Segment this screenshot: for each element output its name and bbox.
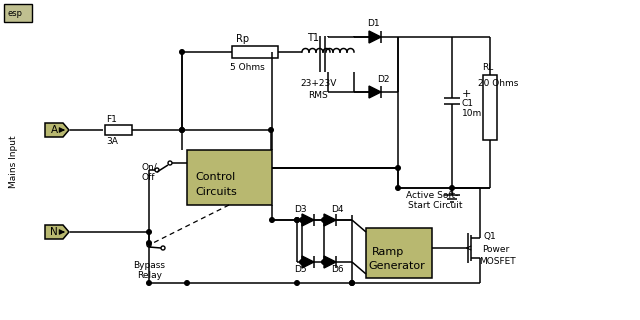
Text: Active Soft-: Active Soft- [406,190,458,199]
Polygon shape [369,86,381,98]
Circle shape [396,166,400,170]
Bar [187,150,272,205]
Circle shape [269,218,275,222]
Circle shape [147,281,151,285]
Bar [105,125,132,135]
Polygon shape [324,214,336,226]
Polygon shape [45,225,69,239]
Text: D2: D2 [377,76,390,84]
Text: D6: D6 [331,266,344,275]
Text: 10m: 10m [462,108,483,117]
Text: RL: RL [482,63,493,73]
Text: A: A [51,125,58,135]
Text: 23+23V: 23+23V [300,79,337,89]
Bar [366,228,432,278]
Circle shape [180,50,184,54]
Polygon shape [45,123,69,137]
Circle shape [294,281,300,285]
Text: 3A: 3A [106,138,118,147]
Circle shape [180,128,184,132]
Circle shape [147,230,151,234]
Text: Q1: Q1 [484,231,497,241]
Text: F1: F1 [106,116,117,124]
Text: RMS: RMS [308,91,328,100]
Circle shape [294,218,300,222]
Text: D4: D4 [331,205,344,214]
Text: D3: D3 [294,205,307,214]
Text: D1: D1 [367,19,380,28]
Text: On/: On/ [141,163,157,172]
Circle shape [450,186,454,190]
Text: 5 Ohms: 5 Ohms [230,63,265,73]
Text: +: + [462,89,472,99]
Circle shape [322,218,326,222]
Bar [4,4,32,22]
Text: Generator: Generator [368,261,425,271]
Circle shape [185,281,189,285]
Text: MOSFET: MOSFET [479,257,516,266]
Text: esp: esp [7,9,22,18]
Polygon shape [324,256,336,268]
Text: Off: Off [141,173,154,182]
Text: Start Circuit: Start Circuit [408,201,463,210]
Bar [232,46,278,58]
Circle shape [349,281,355,285]
Circle shape [396,186,400,190]
Circle shape [349,281,355,285]
Text: Circuits: Circuits [195,187,237,197]
Text: Bypass: Bypass [133,260,165,269]
Circle shape [300,260,304,264]
Text: Power: Power [482,244,509,253]
Circle shape [147,241,151,245]
Text: Ramp: Ramp [372,247,404,257]
Text: T1: T1 [307,33,319,43]
Circle shape [300,218,304,222]
Circle shape [322,260,326,264]
Polygon shape [302,214,314,226]
Circle shape [269,128,273,132]
Circle shape [180,128,184,132]
Text: Relay: Relay [137,270,162,279]
Text: Control: Control [195,172,236,182]
Text: 20 Ohms: 20 Ohms [478,78,518,87]
Polygon shape [369,31,381,43]
Text: N: N [50,227,58,237]
Text: Rp: Rp [236,34,249,44]
Text: Mains Input: Mains Input [8,136,17,188]
Polygon shape [302,256,314,268]
Text: D5: D5 [294,266,307,275]
Text: C1: C1 [462,99,474,108]
Bar [483,75,497,140]
Circle shape [294,218,300,222]
